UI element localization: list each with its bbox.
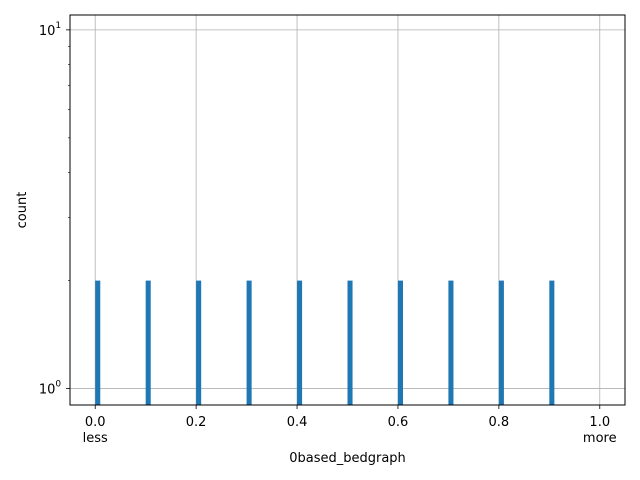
bar — [498, 280, 504, 405]
bar — [246, 280, 252, 405]
bar — [397, 280, 403, 405]
grid-lines — [70, 15, 625, 405]
x-axis: 0.0 0.2 0.4 0.6 0.8 1.0 less more — [83, 405, 617, 446]
bar — [549, 280, 555, 405]
x-annotation-label: more — [583, 431, 617, 446]
bar — [145, 280, 151, 405]
x-axis-title: 0based_bedgraph — [289, 451, 406, 466]
bar — [297, 280, 303, 405]
x-tick-label: 1.0 — [589, 415, 610, 430]
x-tick-label: 0.8 — [489, 415, 510, 430]
y-axis-title: count — [15, 192, 30, 229]
y-axis: 100 101 — [39, 21, 70, 398]
y-tick-label: 100 — [39, 380, 62, 398]
x-annotation-label: less — [83, 431, 108, 446]
bar — [347, 280, 353, 405]
bar — [95, 280, 101, 405]
bar — [196, 280, 202, 405]
bar — [448, 280, 454, 405]
x-tick-label: 0.2 — [186, 415, 207, 430]
plot-frame — [69, 14, 626, 406]
x-tick-label: 0.0 — [85, 415, 106, 430]
bars — [95, 280, 555, 405]
x-tick-label: 0.6 — [388, 415, 409, 430]
y-tick-label: 101 — [39, 21, 61, 39]
x-tick-label: 0.4 — [287, 415, 308, 430]
